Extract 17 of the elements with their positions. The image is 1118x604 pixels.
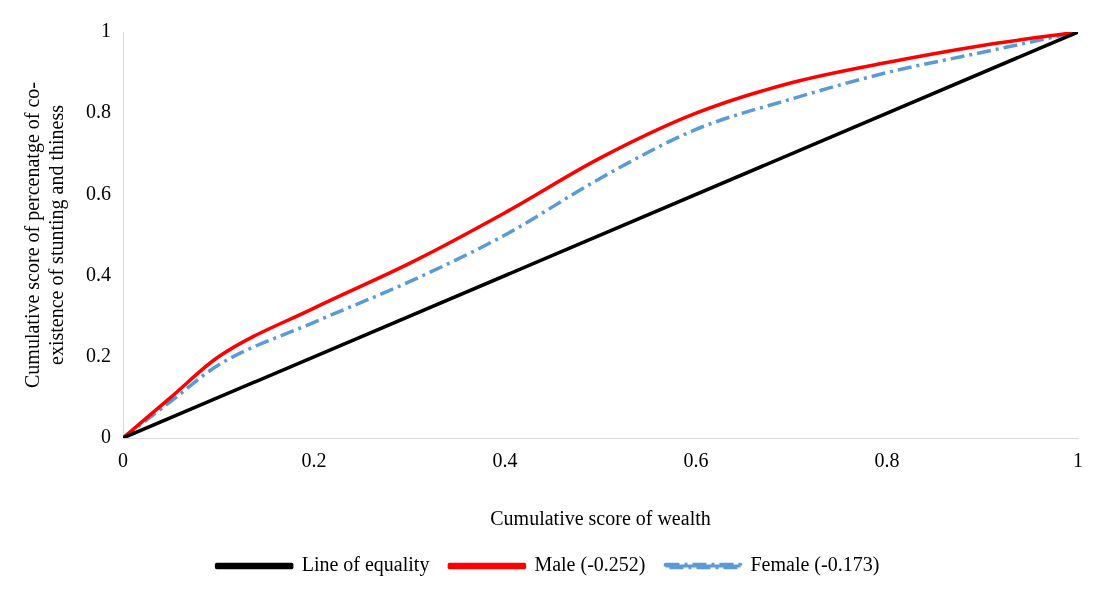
- y-tick-label: 0.2: [86, 344, 111, 367]
- x-tick-label: 0.2: [301, 449, 327, 472]
- x-tick-label: 0.4: [492, 449, 518, 472]
- legend-label: Female (-0.173): [750, 553, 880, 577]
- y-tick-label: 0.8: [86, 100, 111, 123]
- x-axis-title: Cumulative score of wealth: [490, 507, 711, 530]
- y-tick-label: 0: [101, 425, 111, 448]
- x-tick-label: 0.8: [874, 449, 900, 472]
- y-tick-label: 0.6: [86, 181, 111, 204]
- y-tick-label: 1: [101, 19, 111, 42]
- y-axis-title: Cumulative score of percenatge of co- existence of stunting and thiness: [21, 82, 69, 388]
- legend-label: Male (-0.252): [534, 553, 646, 577]
- x-tick-label: 0: [118, 449, 128, 472]
- x-tick-label: 1: [1073, 449, 1083, 472]
- legend-label: Line of equality: [301, 553, 430, 577]
- y-tick-label: 0.4: [86, 262, 111, 285]
- x-tick-label: 0.6: [683, 449, 709, 472]
